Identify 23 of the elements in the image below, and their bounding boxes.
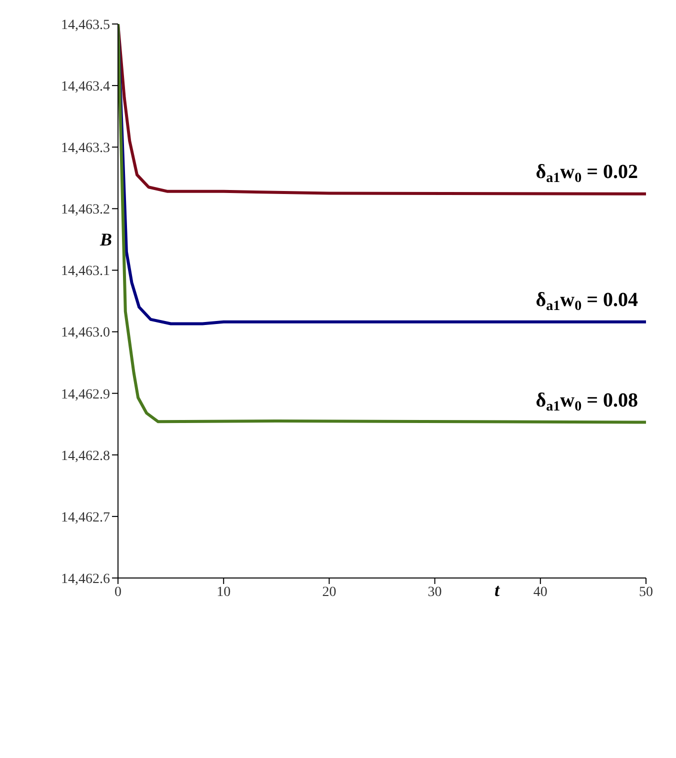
- y-tick-label: 14,463.1: [61, 264, 110, 280]
- series-label: δ$_{a1}$w$_{0}$ = 0.04: [536, 288, 638, 314]
- series-label: δ$_{a1}$w$_{0}$ = 0.02: [536, 160, 638, 186]
- y-axis-title: B: [98, 229, 112, 250]
- y-tick-label: 14,462.7: [61, 510, 110, 526]
- series-label: δ$_{a1}$w$_{0}$ = 0.08: [536, 389, 638, 414]
- y-tick-label: 14,463.2: [61, 202, 110, 218]
- y-tick-label: 14,463.4: [61, 80, 110, 95]
- y-tick-label: 14,463.5: [61, 18, 110, 33]
- x-tick-label: 30: [428, 584, 442, 600]
- x-tick-label: 20: [322, 584, 336, 600]
- y-tick-label: 14,462.6: [61, 572, 110, 587]
- line-series: [118, 24, 646, 196]
- y-tick-label: 14,462.9: [61, 387, 110, 402]
- x-tick-label: 40: [533, 584, 548, 600]
- x-axis-title: t: [494, 580, 500, 600]
- line-series: [118, 24, 646, 424]
- y-tick-label: 14,462.8: [61, 448, 110, 464]
- y-tick-label: 14,463.3: [61, 141, 110, 156]
- x-tick-label: 50: [639, 584, 653, 600]
- x-tick-label: 0: [114, 584, 122, 600]
- x-tick-label: 10: [216, 584, 231, 600]
- y-tick-label: 14,463.0: [61, 326, 110, 341]
